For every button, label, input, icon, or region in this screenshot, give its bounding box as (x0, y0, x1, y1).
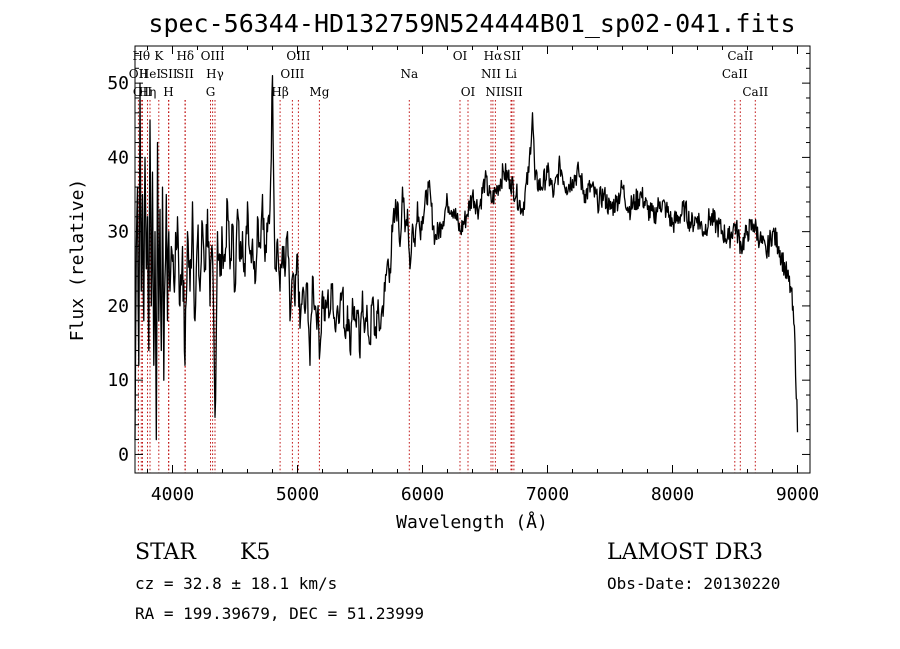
line-label-li: Li (505, 67, 517, 81)
y-axis-label: Flux (relative) (67, 179, 88, 342)
x-tick-label: 4000 (151, 484, 194, 505)
line-label-oii: OII (129, 67, 149, 81)
y-tick-label: 50 (107, 73, 129, 94)
line-label-hη: Hη (139, 85, 157, 99)
x-tick-label: 5000 (276, 484, 319, 505)
obs-date-text: Obs-Date: 20130220 (607, 574, 780, 593)
line-label-hβ: Hβ (271, 85, 288, 99)
line-label-caii: CaII (722, 67, 748, 81)
emission-line-markers (137, 100, 756, 473)
line-label-caii: CaII (742, 85, 768, 99)
line-label-oiii: OIII (280, 67, 304, 81)
redshift-text: cz = 32.8 ± 18.1 km/s (135, 574, 337, 593)
line-label-hei: HeI (139, 67, 162, 81)
line-label-hα: Hα (484, 49, 503, 63)
x-tick-label: 8000 (651, 484, 694, 505)
x-axis-label: Wavelength (Å) (396, 511, 548, 533)
spectrum-series-line (134, 75, 799, 441)
line-label-g: G (206, 85, 216, 99)
line-label-sii: SII (503, 49, 521, 63)
line-label-k: K (154, 49, 164, 63)
line-label-nii: NII (485, 85, 505, 99)
line-label-na: Na (400, 67, 418, 81)
y-tick-label: 0 (118, 444, 129, 465)
y-tick-label: 40 (107, 147, 129, 168)
line-label-hδ: Hδ (176, 49, 194, 63)
line-label-oii: OII (133, 85, 153, 99)
y-tick-label: 10 (107, 370, 129, 391)
line-label-sii: SII (176, 67, 194, 81)
x-tick-label: 9000 (776, 484, 819, 505)
line-label-hθ: Hθ (132, 49, 150, 63)
y-axis-ticks: 0 10 20 30 40 50 (107, 52, 810, 465)
y-tick-label: 20 (107, 296, 129, 317)
line-label-sii: SII (160, 67, 178, 81)
line-label-oi: OI (453, 49, 468, 63)
x-axis-ticks: 4000 5000 6000 7000 8000 9000 (147, 46, 819, 505)
y-tick-label: 30 (107, 222, 129, 243)
line-label-oiii: OIII (201, 49, 225, 63)
line-label-sii: SII (505, 85, 523, 99)
object-subclass: K5 (240, 540, 270, 565)
line-label-mg: Mg (309, 85, 329, 99)
line-label-caii: CaII (727, 49, 753, 63)
line-label-h: H (163, 85, 173, 99)
object-class: STAR (135, 540, 197, 565)
line-label-oiii: OIII (286, 49, 310, 63)
x-tick-label: 7000 (526, 484, 569, 505)
coordinates-text: RA = 199.39679, DEC = 51.23999 (135, 604, 424, 623)
x-tick-label: 6000 (401, 484, 444, 505)
line-label-oi: OI (461, 85, 476, 99)
survey-name: LAMOST DR3 (607, 540, 763, 565)
line-label-hγ: Hγ (206, 67, 224, 81)
chart-title: spec-56344-HD132759N524444B01_sp02-041.f… (148, 9, 795, 38)
line-label-nii: NII (481, 67, 501, 81)
